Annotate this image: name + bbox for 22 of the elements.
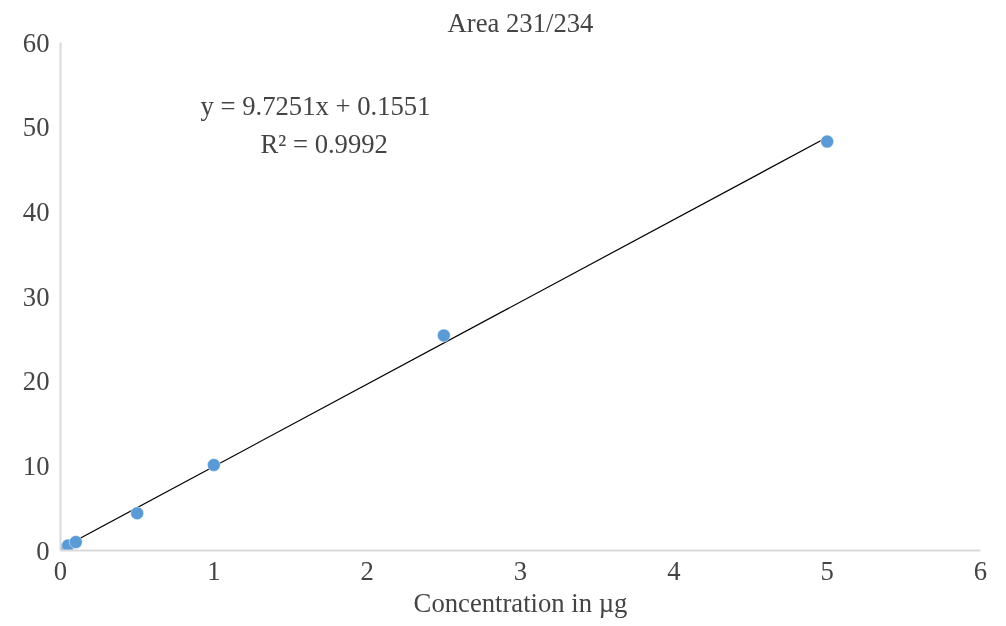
point xyxy=(130,506,144,520)
y-tick-label: 50 xyxy=(22,112,50,143)
y-tick-label: 30 xyxy=(22,281,50,312)
y-tick-label: 40 xyxy=(22,196,50,227)
chart-title: Area 231/234 xyxy=(447,7,594,38)
x-axis-title: Concentration in µg xyxy=(413,587,628,618)
x-tick-label: 6 xyxy=(973,555,988,586)
point xyxy=(69,535,83,549)
point xyxy=(437,328,451,343)
x-tick-label: 2 xyxy=(360,555,374,586)
x-tick-label: 4 xyxy=(667,555,681,586)
y-tick-label: 60 xyxy=(22,27,50,58)
annotation: y = 9.7251x + 0.1551 xyxy=(200,90,431,121)
y-tick-label: 20 xyxy=(22,366,50,397)
annotation: R² = 0.9992 xyxy=(260,128,388,159)
x-tick-label: 3 xyxy=(513,555,528,586)
x-tick-label: 1 xyxy=(207,555,221,586)
y-tick-label: 10 xyxy=(22,450,50,481)
x-tick-label: 5 xyxy=(820,555,834,586)
point xyxy=(207,458,221,472)
y-tick-label: 0 xyxy=(36,535,50,566)
point xyxy=(820,134,834,149)
